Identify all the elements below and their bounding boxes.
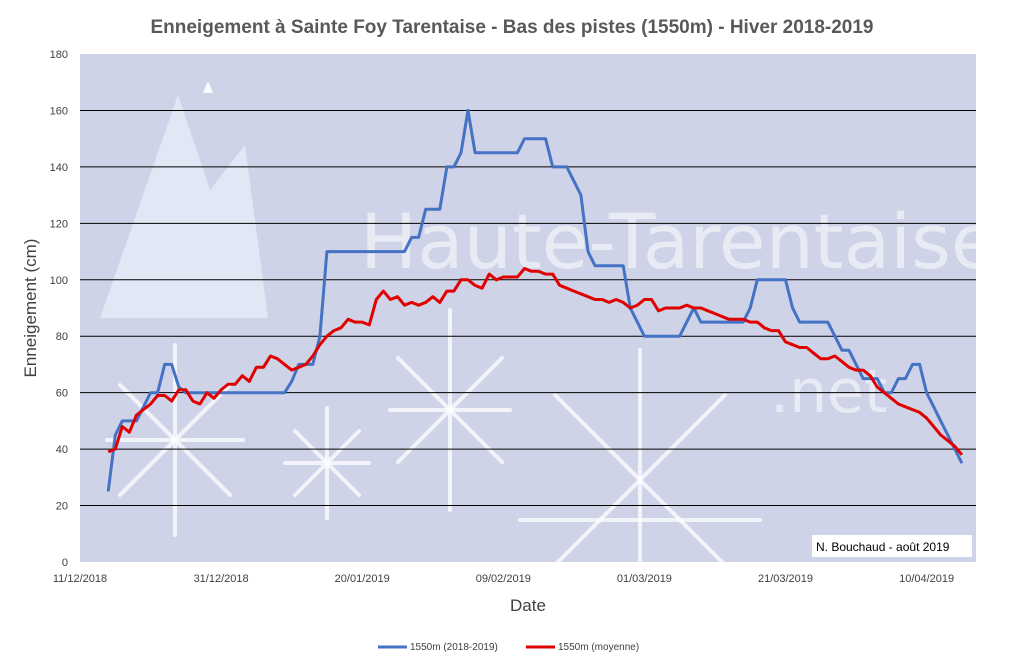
x-axis-label: Date [510, 596, 546, 615]
watermark-mountain [100, 81, 268, 318]
watermark-subtext: .net [770, 357, 888, 427]
watermark-text: Haute-Tarentaise [360, 197, 998, 286]
y-tick-label: 60 [56, 388, 68, 400]
series-lines [106, 108, 964, 492]
x-tick-label: 21/03/2019 [758, 573, 813, 585]
credit-text: N. Bouchaud - août 2019 [816, 540, 950, 554]
chart-title: Enneigement à Sainte Foy Tarentaise - Ba… [150, 17, 873, 38]
legend-label-2018-2019: 1550m (2018-2019) [410, 642, 498, 653]
watermark-snowflakes [105, 308, 762, 567]
x-tick-label: 20/01/2019 [335, 573, 390, 585]
legend-label-moyenne: 1550m (moyenne) [558, 642, 639, 653]
y-tick-label: 20 [56, 501, 68, 513]
x-tick-label: 11/12/2018 [53, 573, 107, 585]
series-line-moyenne [107, 267, 964, 456]
y-tick-label: 140 [50, 162, 68, 174]
y-axis-label: Enneigement (cm) [21, 239, 40, 378]
y-tick-label: 160 [50, 105, 68, 117]
y-tick-label: 100 [50, 275, 68, 287]
x-tick-label: 01/03/2019 [617, 573, 672, 585]
x-axis-ticks: 11/12/2018 31/12/2018 20/01/2019 09/02/2019… [53, 573, 954, 585]
y-tick-label: 0 [62, 557, 68, 569]
y-axis-ticks: 0 20 40 60 80 100 120 140 160 180 [50, 49, 68, 569]
y-tick-label: 120 [50, 218, 68, 230]
y-tick-label: 80 [56, 331, 68, 343]
x-tick-label: 10/04/2019 [899, 573, 954, 585]
legend: 1550m (2018-2019) 1550m (moyenne) [378, 642, 639, 653]
credit-annotation: N. Bouchaud - août 2019 [812, 535, 972, 557]
x-tick-label: 31/12/2018 [194, 573, 249, 585]
x-tick-label: 09/02/2019 [476, 573, 531, 585]
y-tick-label: 180 [50, 49, 68, 61]
y-tick-label: 40 [56, 444, 68, 456]
